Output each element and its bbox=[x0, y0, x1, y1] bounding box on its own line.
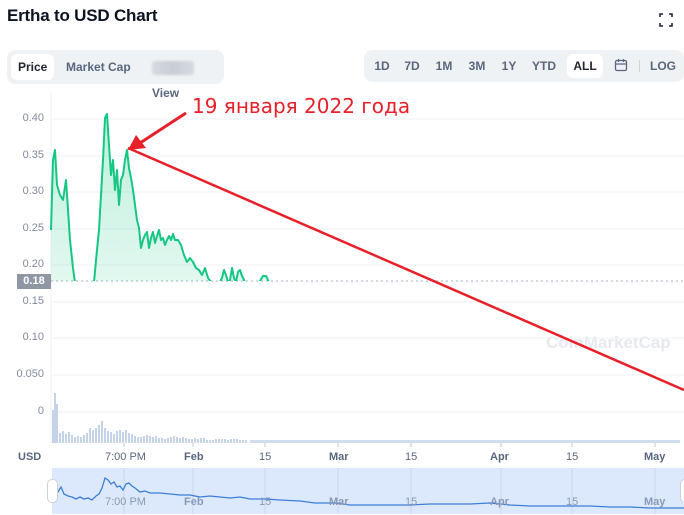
annotation-text: 19 января 2022 года bbox=[192, 94, 411, 118]
navigator-left-handle[interactable] bbox=[47, 479, 58, 503]
x-tick: 15 bbox=[259, 451, 272, 463]
range-1d[interactable]: 1D bbox=[374, 59, 390, 73]
annotation-trend-line bbox=[127, 111, 684, 392]
y-tick: 0.40 bbox=[22, 112, 44, 124]
x-tick: Apr bbox=[490, 451, 509, 463]
y-tick: 0 bbox=[37, 405, 44, 417]
x-tick: Mar bbox=[329, 451, 349, 463]
range-ytd[interactable]: YTD bbox=[532, 59, 556, 73]
navigator-x-tick: Apr bbox=[490, 496, 509, 508]
blurred-text bbox=[152, 60, 194, 75]
x-tick: 15 bbox=[566, 451, 579, 463]
y-tick: 0.10 bbox=[22, 331, 44, 343]
y-tick: 0.25 bbox=[22, 222, 44, 234]
tab-price[interactable]: Price bbox=[11, 54, 55, 80]
range-navigator[interactable] bbox=[52, 468, 684, 514]
x-axis-ticks bbox=[123, 443, 656, 447]
navigator-x-tick: Feb bbox=[184, 496, 204, 508]
y-tick: 0.20 bbox=[22, 258, 44, 270]
fullscreen-button[interactable] bbox=[658, 12, 674, 28]
tab-market-cap[interactable]: Market Cap bbox=[66, 60, 131, 74]
navigator-x-tick: 15 bbox=[566, 496, 579, 508]
x-tick: May bbox=[644, 451, 666, 463]
expand-icon bbox=[659, 13, 673, 27]
y-tick: 0.30 bbox=[22, 185, 44, 197]
y-tick: 0.35 bbox=[22, 149, 44, 161]
calendar-icon bbox=[614, 59, 628, 72]
range-3m[interactable]: 3M bbox=[468, 59, 486, 73]
navigator-right-handle[interactable] bbox=[680, 479, 684, 503]
x-tick: 7:00 PM bbox=[105, 451, 146, 463]
range-log[interactable]: LOG bbox=[650, 59, 676, 73]
range-1y[interactable]: 1Y bbox=[501, 59, 517, 73]
date-picker-button[interactable] bbox=[610, 54, 632, 78]
time-range-selector: 1D 7D 1M 3M 1Y YTD ALL LOG bbox=[364, 50, 684, 82]
navigator-x-tick: 15 bbox=[405, 496, 418, 508]
navigator-x-tick: May bbox=[644, 496, 666, 508]
chart-view-tabs: Price Market Cap View bbox=[7, 50, 224, 100]
price-series bbox=[51, 113, 684, 390]
page-title: Ertha to USD Chart bbox=[7, 6, 158, 25]
x-tick: 15 bbox=[405, 451, 418, 463]
volume-bars bbox=[52, 393, 680, 443]
tab-view-label: View bbox=[152, 86, 180, 100]
tab-view[interactable]: View bbox=[145, 54, 224, 100]
range-7d[interactable]: 7D bbox=[404, 59, 420, 73]
currency-label: USD bbox=[18, 451, 42, 463]
divider bbox=[639, 60, 640, 72]
y-tick: 0.050 bbox=[16, 368, 44, 380]
navigator-x-tick: 15 bbox=[259, 496, 272, 508]
range-1m[interactable]: 1M bbox=[435, 59, 453, 73]
x-tick: Feb bbox=[184, 451, 204, 463]
navigator-x-tick: 7:00 PM bbox=[105, 496, 146, 508]
grid-lines bbox=[50, 90, 684, 444]
current-price-label: 0.18 bbox=[17, 274, 51, 289]
navigator-x-tick: Mar bbox=[329, 496, 349, 508]
y-tick: 0.15 bbox=[22, 295, 44, 307]
arrow-icon bbox=[128, 135, 146, 150]
range-all[interactable]: ALL bbox=[567, 54, 603, 78]
